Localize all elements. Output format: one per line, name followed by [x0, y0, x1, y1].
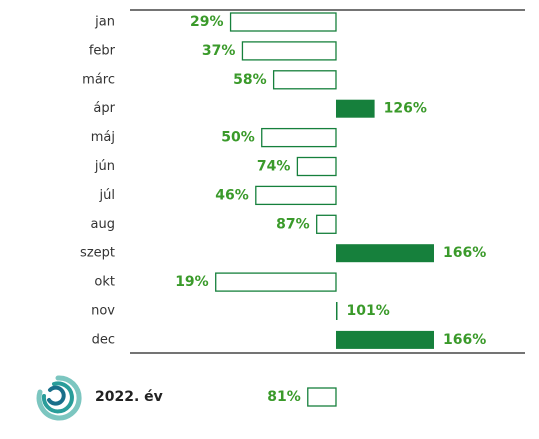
category-label: nov	[91, 304, 115, 319]
value-label: 46%	[215, 187, 249, 203]
logo	[36, 375, 82, 421]
category-label: márc	[82, 72, 115, 87]
value-label: 87%	[276, 216, 310, 232]
category-label: aug	[91, 217, 115, 232]
summary-label: 2022. év	[95, 389, 163, 405]
bar	[335, 99, 375, 118]
value-label: 50%	[221, 130, 255, 146]
category-label: ápr	[93, 101, 115, 116]
category-label: okt	[94, 275, 115, 290]
bar	[272, 70, 337, 90]
value-label: 81%	[267, 389, 301, 405]
bar	[335, 302, 338, 320]
bar	[241, 41, 337, 61]
bar	[261, 127, 337, 148]
value-label: 58%	[233, 72, 267, 88]
value-label: 19%	[175, 274, 209, 290]
value-label: 74%	[257, 159, 291, 175]
bar	[229, 12, 337, 32]
category-label: júl	[99, 188, 115, 203]
value-label: 29%	[190, 14, 224, 30]
category-label: máj	[91, 130, 115, 145]
bar	[215, 272, 337, 292]
category-label: szept	[80, 246, 115, 261]
value-label: 37%	[202, 43, 236, 59]
bar	[316, 214, 337, 234]
category-label: jún	[94, 159, 115, 174]
value-label: 166%	[443, 245, 486, 261]
value-label: 126%	[384, 101, 427, 117]
category-label: jan	[94, 15, 115, 30]
value-label: 166%	[443, 332, 486, 348]
bar	[307, 387, 337, 407]
bar	[255, 185, 337, 206]
category-label: dec	[92, 332, 115, 347]
value-label: 101%	[346, 303, 389, 319]
bar	[335, 244, 434, 263]
category-label: febr	[89, 43, 116, 58]
bar	[296, 156, 337, 177]
bar	[335, 330, 434, 349]
